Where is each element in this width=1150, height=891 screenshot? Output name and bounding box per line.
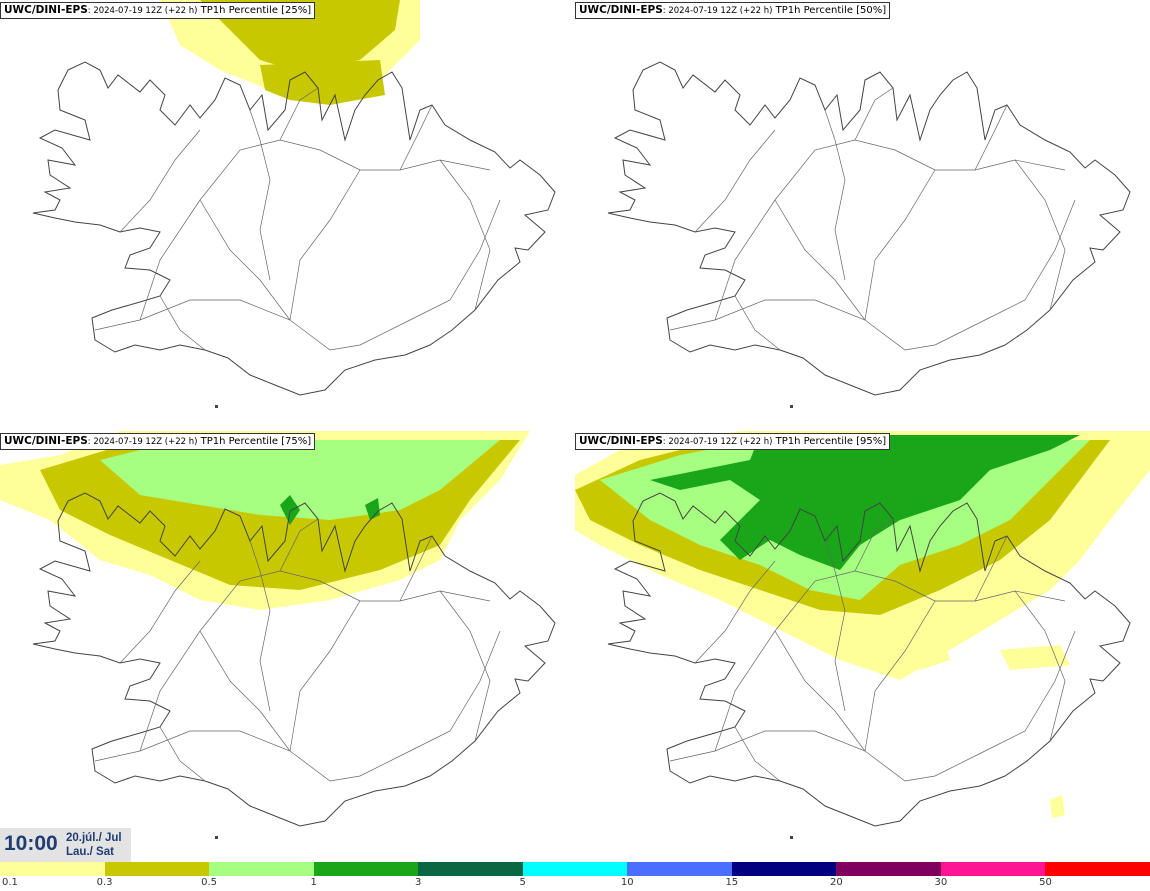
panel-title: UWC/DINI-EPS: 2024-07-19 12Z (+22 h) TP1…: [575, 433, 891, 450]
valid-date: 20.júl./ Jul Lau./ Sat: [66, 832, 122, 858]
colorbar-segment: [836, 862, 941, 876]
precip-area: [650, 435, 1080, 570]
islet: [215, 836, 218, 839]
road-line: [824, 540, 846, 712]
colorbar-segment: [940, 862, 1046, 876]
road-line: [714, 139, 1066, 321]
road-line: [734, 295, 781, 351]
road-line: [199, 630, 291, 752]
colorbar-tick-label: 5: [519, 877, 526, 888]
colorbar-segment: [522, 862, 628, 876]
precip-map-95: [575, 431, 1150, 839]
road-line: [249, 109, 271, 281]
colorbar-segment: [104, 862, 210, 876]
road-line: [1014, 159, 1066, 311]
precip-map-50: [607, 61, 1131, 408]
road-line: [439, 590, 491, 742]
colorbar-tick-label: 10: [620, 877, 634, 888]
colorbar-tick-label: 50: [1039, 877, 1052, 888]
road-line: [734, 726, 781, 782]
panel-title: UWC/DINI-EPS: 2024-07-19 12Z (+22 h) TP1…: [0, 2, 316, 19]
road-line: [249, 540, 271, 712]
valid-time: 10:00: [4, 832, 58, 855]
colorbar-tick-label: 15: [725, 877, 739, 888]
precip-area: [100, 440, 500, 520]
road-line: [974, 535, 1008, 602]
precip-map-25: [32, 0, 556, 408]
road-line: [974, 104, 1008, 171]
colorbar-ticks: 0.1 0.3 0.5 1 3 5 10 15 20 30 50: [0, 877, 1150, 891]
road-line: [279, 87, 319, 141]
precip-area: [365, 498, 380, 520]
road-line: [94, 199, 501, 351]
road-line: [439, 159, 491, 311]
map-panel-50: UWC/DINI-EPS: 2024-07-19 12Z (+22 h) TP1…: [575, 0, 1150, 430]
road-line: [399, 535, 433, 602]
precip-area: [1050, 795, 1065, 818]
colorbar-tick-label: 3: [414, 877, 422, 888]
road-line: [119, 129, 201, 233]
panel-title: UWC/DINI-EPS: 2024-07-19 12Z (+22 h) TP1…: [575, 2, 891, 19]
road-line: [854, 518, 894, 572]
colorbar-tick-label: 30: [934, 877, 948, 888]
map-panel-25: UWC/DINI-EPS: 2024-07-19 12Z (+22 h) TP1…: [0, 0, 575, 430]
colorbar-segment: [731, 862, 837, 876]
road-line: [399, 104, 433, 171]
road-line: [669, 199, 1076, 351]
road-line: [774, 630, 866, 752]
colorbar-tick-label: 20: [829, 877, 843, 888]
road-line: [139, 139, 491, 321]
precip-area: [900, 630, 950, 670]
precip-area: [1000, 645, 1070, 670]
colorbar-tick-label: 0.1: [2, 877, 18, 888]
road-line: [824, 109, 846, 281]
road-line: [119, 560, 201, 664]
precip-area: [260, 60, 385, 105]
road-line: [1014, 590, 1066, 742]
road-line: [159, 295, 206, 351]
islet: [215, 405, 218, 408]
colorbar-segment: [418, 862, 523, 876]
valid-time-box: 10:00 20.júl./ Jul Lau./ Sat: [0, 828, 131, 862]
road-line: [199, 199, 291, 321]
precip-map-75: [0, 431, 556, 839]
road-line: [854, 87, 894, 141]
map-panel-95: UWC/DINI-EPS: 2024-07-19 12Z (+22 h) TP1…: [575, 431, 1150, 861]
colorbar-tick-label: 0.5: [201, 877, 218, 888]
road-line: [159, 726, 206, 782]
precip-area: [280, 495, 300, 525]
road-line: [279, 518, 319, 572]
colorbar-segment: [0, 862, 105, 876]
colorbar-tick-label: 0.3: [96, 877, 113, 888]
colorbar-tick-label: 1: [310, 877, 317, 888]
precip-colorbar: [0, 862, 1150, 876]
road-line: [774, 199, 866, 321]
road-line: [694, 129, 776, 233]
colorbar-segment: [209, 862, 314, 876]
colorbar-segment: [627, 862, 732, 876]
islet: [790, 836, 793, 839]
road-line: [94, 630, 501, 782]
colorbar-segment: [313, 862, 419, 876]
road-line: [864, 600, 936, 752]
road-line: [714, 570, 1066, 752]
map-panel-75: UWC/DINI-EPS: 2024-07-19 12Z (+22 h) TP1…: [0, 431, 575, 861]
panel-title: UWC/DINI-EPS: 2024-07-19 12Z (+22 h) TP1…: [0, 433, 316, 450]
road-line: [289, 169, 361, 321]
road-line: [694, 560, 776, 664]
islet: [790, 405, 793, 408]
road-line: [669, 630, 1076, 782]
road-line: [864, 169, 936, 321]
colorbar-segment: [1045, 862, 1150, 876]
road-line: [139, 570, 491, 752]
road-line: [289, 600, 361, 752]
